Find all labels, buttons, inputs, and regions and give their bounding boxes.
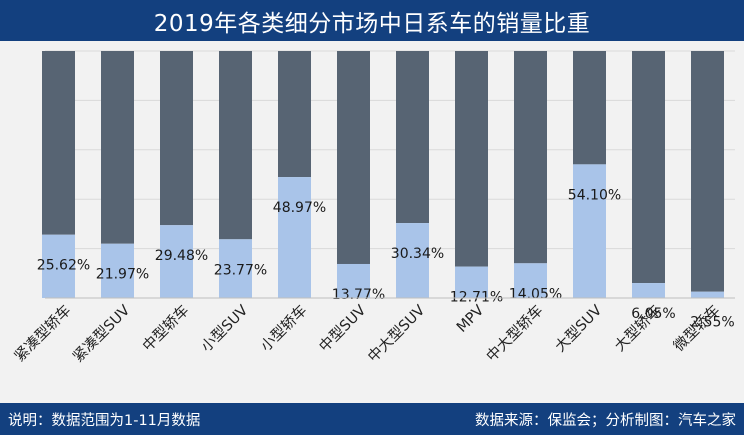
bar-share — [42, 234, 75, 298]
bar-remainder — [514, 51, 547, 264]
bar-share — [160, 225, 193, 298]
x-tick-label: 紧凑型SUV — [70, 302, 134, 366]
data-label: 14.05% — [509, 286, 562, 302]
bar-remainder — [632, 51, 665, 284]
x-tick-label: 中大型SUV — [365, 302, 429, 366]
data-label: 6.05% — [631, 306, 675, 322]
bar-remainder — [455, 51, 488, 267]
footer-note: 说明：数据范围为1-11月数据 — [8, 412, 201, 429]
bar-share — [573, 164, 606, 298]
x-tick-label: 紧凑型轿车 — [11, 302, 74, 365]
chart-title: 2019年各类细分市场中日系车的销量比重 — [0, 0, 744, 41]
x-tick-label: 中型SUV — [316, 302, 370, 356]
bar-share — [219, 239, 252, 298]
bar-remainder — [278, 51, 311, 178]
footer-source: 数据来源：保监会；分析制图：汽车之家 — [475, 412, 736, 429]
bar-share — [101, 243, 134, 298]
x-tick-label: 小型SUV — [198, 302, 252, 356]
bar-share — [514, 263, 547, 298]
bar-remainder — [337, 51, 370, 264]
data-label: 48.97% — [273, 200, 326, 216]
x-tick-label: MPV — [454, 302, 487, 335]
bar-share — [691, 291, 724, 298]
bar-remainder — [691, 51, 724, 292]
x-tick-label: 大型SUV — [552, 302, 606, 356]
bar-remainder — [219, 51, 252, 240]
data-label: 21.97% — [96, 267, 149, 283]
x-tick-label: 小型轿车 — [257, 302, 310, 355]
bar-remainder — [101, 51, 134, 244]
bar-remainder — [42, 51, 75, 235]
bar-share — [396, 223, 429, 298]
bar-remainder — [573, 51, 606, 165]
bar-share — [278, 177, 311, 298]
data-label: 2.55% — [690, 315, 734, 331]
data-label: 54.10% — [568, 187, 621, 203]
data-label: 25.62% — [37, 258, 90, 274]
data-label: 23.77% — [214, 262, 267, 278]
data-label: 30.34% — [391, 246, 444, 262]
footer-bar: 说明：数据范围为1-11月数据 数据来源：保监会；分析制图：汽车之家 — [0, 403, 744, 435]
data-label: 29.48% — [155, 248, 208, 264]
bar-remainder — [396, 51, 429, 224]
bar-remainder — [160, 51, 193, 226]
data-label: 13.77% — [332, 287, 385, 303]
bar-share — [337, 263, 370, 298]
x-tick-label: 中大型轿车 — [483, 302, 546, 365]
x-tick-label: 中型轿车 — [139, 302, 192, 355]
bar-share — [455, 266, 488, 298]
bar-share — [632, 283, 665, 298]
